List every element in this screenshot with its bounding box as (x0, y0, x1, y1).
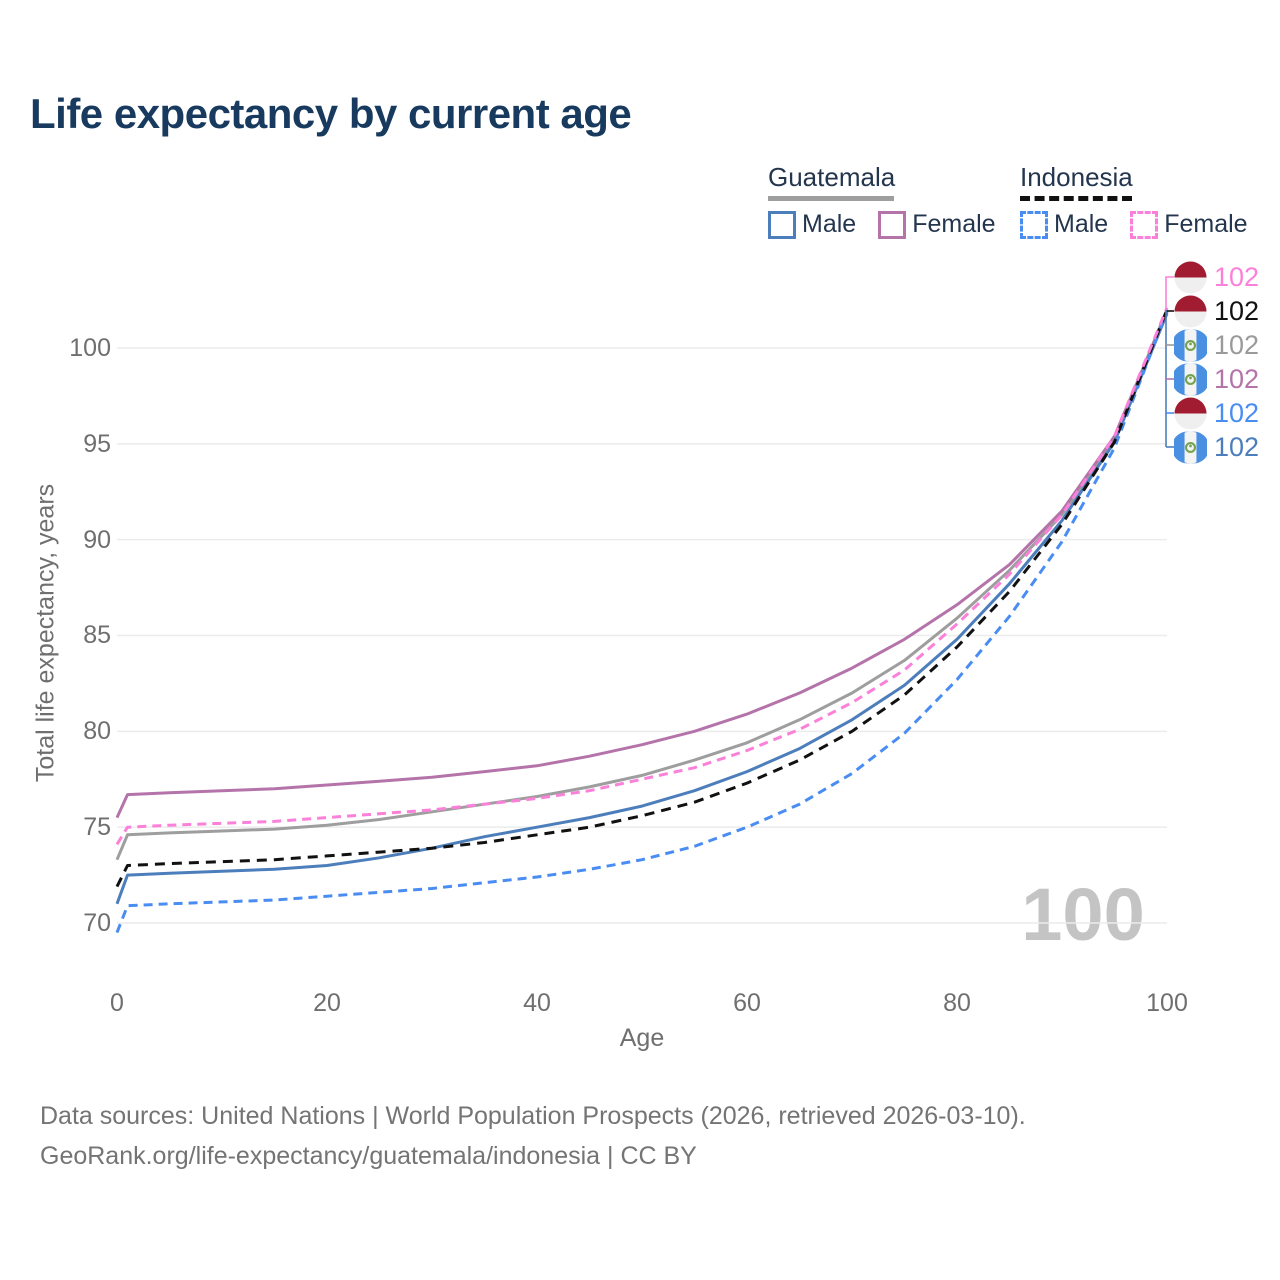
legend-label-guatemala-male[interactable]: Male (802, 210, 857, 238)
legend-indonesia-line-swatch (1020, 196, 1132, 201)
indonesia-flag-icon (1174, 294, 1207, 328)
guatemala-flag-icon (1174, 328, 1207, 362)
x-axis-title: Age (619, 1024, 665, 1052)
y-tick-75: 75 (83, 813, 111, 841)
footer-attribution: GeoRank.org/life-expectancy/guatemala/in… (40, 1142, 697, 1170)
series-line-indonesia-female[interactable] (115, 307, 1169, 846)
series-line-indonesia-all[interactable] (115, 309, 1169, 888)
legend-country-guatemala: Guatemala (768, 162, 896, 192)
x-tick-60: 60 (733, 989, 761, 1017)
x-tick-20: 20 (313, 989, 341, 1017)
end-label-value: 102 (1214, 262, 1260, 292)
indonesia-flag-icon (1174, 396, 1207, 430)
legend-label-guatemala-female[interactable]: Female (912, 210, 996, 238)
end-label-indonesia-all: 102 (1174, 294, 1259, 328)
end-label-value: 102 (1214, 398, 1260, 428)
x-tick-100: 100 (1146, 989, 1188, 1017)
x-tick-40: 40 (523, 989, 551, 1017)
end-label-value: 102 (1214, 432, 1260, 462)
y-tick-95: 95 (83, 430, 111, 458)
legend-guatemala-line-swatch (768, 196, 894, 201)
end-label-indonesia-male: 102 (1174, 396, 1259, 430)
y-tick-85: 85 (83, 621, 111, 649)
series-line-guatemala-all[interactable] (115, 309, 1169, 861)
y-tick-70: 70 (83, 909, 111, 937)
series-line-guatemala-female[interactable] (115, 311, 1169, 819)
end-connector-indonesia-female (1165, 276, 1174, 310)
series-line-indonesia-male[interactable] (115, 311, 1169, 934)
y-tick-100: 100 (69, 334, 111, 362)
end-label-guatemala-all: 102 (1174, 328, 1259, 362)
y-tick-90: 90 (83, 526, 111, 554)
legend-checkbox-indonesia-female[interactable] (1130, 210, 1159, 239)
series-line-guatemala-male[interactable] (115, 312, 1169, 905)
footer: Data sources: United Nations | World Pop… (40, 1096, 1026, 1176)
legend-checkbox-guatemala-male[interactable] (768, 210, 796, 239)
page-title: Life expectancy by current age (30, 90, 632, 137)
end-label-value: 102 (1214, 330, 1260, 360)
legend-label-indonesia-male[interactable]: Male (1054, 210, 1109, 238)
end-label-value: 102 (1214, 296, 1260, 326)
legend-group-indonesia: Indonesia Male Female (1020, 162, 1248, 239)
footer-data-sources: Data sources: United Nations | World Pop… (40, 1102, 1026, 1130)
age-watermark: 100 (1021, 873, 1145, 956)
y-tick-80: 80 (83, 717, 111, 745)
legend-label-indonesia-female[interactable]: Female (1164, 210, 1248, 238)
end-label-guatemala-female: 102 (1174, 362, 1259, 396)
guatemala-flag-icon (1174, 430, 1207, 464)
end-label-indonesia-female: 102 (1174, 260, 1259, 294)
legend-checkbox-guatemala-female[interactable] (878, 210, 907, 239)
guatemala-flag-icon (1174, 362, 1207, 396)
legend-country-indonesia: Indonesia (1020, 162, 1133, 192)
end-label-guatemala-male: 102 (1174, 430, 1259, 464)
legend-checkbox-indonesia-male[interactable] (1020, 210, 1048, 239)
end-label-value: 102 (1214, 364, 1260, 394)
x-tick-0: 0 (110, 989, 124, 1017)
indonesia-flag-icon (1174, 260, 1207, 294)
x-tick-80: 80 (943, 989, 971, 1017)
legend-group-guatemala: Guatemala Male Female (768, 162, 996, 239)
